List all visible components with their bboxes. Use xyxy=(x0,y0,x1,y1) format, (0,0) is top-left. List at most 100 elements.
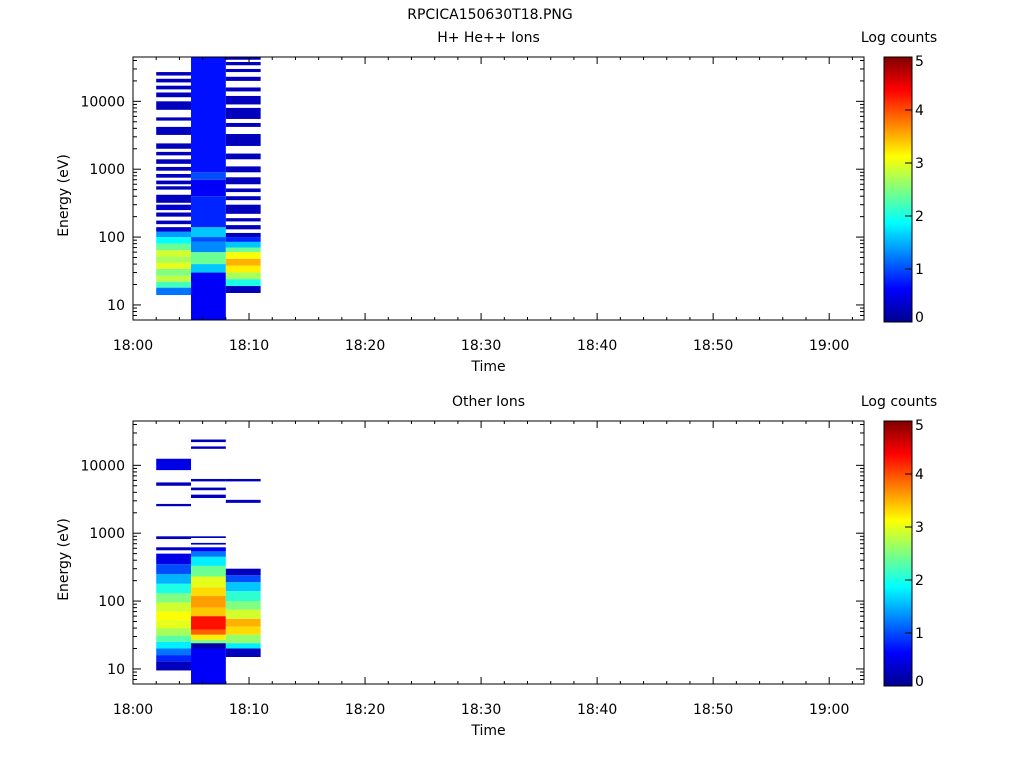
colorbar-tick-label: 2 xyxy=(915,209,924,225)
heatmap-cell xyxy=(225,95,261,105)
heatmap-cell xyxy=(156,574,192,584)
heatmap-cell xyxy=(156,287,192,296)
heatmap-cell xyxy=(156,250,192,257)
heatmap-cell xyxy=(191,241,226,253)
heatmap-cell xyxy=(191,172,226,180)
y-axis-label: Energy (eV) xyxy=(56,518,72,601)
heatmap-cell xyxy=(191,629,226,635)
heatmap-cell xyxy=(156,620,192,629)
figure-title: RPCICA150630T18.PNG xyxy=(407,7,572,23)
heatmap-cell xyxy=(191,639,226,644)
heatmap-cell xyxy=(156,482,192,486)
heatmap-cell xyxy=(191,272,226,320)
heatmap-cell xyxy=(191,616,226,630)
heatmap-cell xyxy=(191,547,226,552)
heatmap-cell xyxy=(156,72,192,76)
heatmap-cell xyxy=(225,601,261,610)
panel-title: Other Ions xyxy=(452,394,525,410)
heatmap-cell xyxy=(225,272,261,280)
heatmap-cell xyxy=(225,218,261,222)
y-tick-label: 10000 xyxy=(80,458,125,474)
heatmap-cell xyxy=(156,648,192,656)
colorbar: Log counts 0 1 2 3 4 5 xyxy=(861,394,937,690)
plot-frame xyxy=(132,56,865,321)
panel-title: H+ He++ Ions xyxy=(437,30,540,46)
heatmap-cell xyxy=(225,177,261,185)
heatmap-cell xyxy=(156,227,192,232)
heatmap-cell xyxy=(225,122,261,127)
heatmap-cell xyxy=(225,87,261,92)
y-tick-label: 10000 xyxy=(80,94,125,110)
colorbar-tick-label: 2 xyxy=(915,573,924,589)
heatmap-cell xyxy=(225,247,261,253)
colorbar-scale xyxy=(883,56,913,323)
heatmap-cell xyxy=(191,643,226,649)
panel-2: 18:00 18:10 18:20 18:30 18:40 18:50 19:0010100… xyxy=(56,394,937,739)
colorbar-label: Log counts xyxy=(861,30,937,46)
heatmap-cell xyxy=(225,204,261,214)
heatmap-cell xyxy=(191,252,226,265)
heatmap-cell xyxy=(225,107,261,119)
heatmap-cell xyxy=(191,179,226,197)
heatmap-cell xyxy=(225,609,261,619)
heatmap-cell xyxy=(156,143,192,149)
heatmap-cell xyxy=(225,258,261,266)
heatmap-cell xyxy=(191,551,226,557)
heatmap-cell xyxy=(225,241,261,248)
y-tick-label: 10 xyxy=(107,662,125,678)
heatmap-cell xyxy=(191,634,226,640)
heatmap-cell xyxy=(156,159,192,164)
colorbar-tick-label: 0 xyxy=(915,310,924,326)
heatmap-cell xyxy=(156,231,192,238)
colorbar-scale xyxy=(883,420,913,687)
heatmap-cell xyxy=(156,602,192,612)
heatmap-cell xyxy=(156,166,192,171)
heatmap-cell xyxy=(156,547,192,551)
y-tick-label: 1000 xyxy=(89,526,125,542)
heatmap-cell xyxy=(191,57,226,173)
colorbar-tick-label: 3 xyxy=(915,156,924,172)
x-tick-label: 18:20 xyxy=(345,338,385,354)
x-tick-label: 18:10 xyxy=(229,338,269,354)
colorbar-tick-label: 3 xyxy=(915,520,924,536)
heatmap-cell xyxy=(225,225,261,230)
heatmap-cell xyxy=(225,134,261,146)
x-tick-label: 18:10 xyxy=(229,702,269,718)
heatmap-cell xyxy=(225,61,261,66)
heatmap-cell xyxy=(191,587,226,596)
x-tick-label: 19:00 xyxy=(809,702,849,718)
heatmap-cell xyxy=(191,237,226,242)
heatmap-cell xyxy=(156,173,192,178)
colorbar-tick-label: 5 xyxy=(915,418,924,434)
heatmap-cell xyxy=(191,487,226,491)
heatmap-cell xyxy=(156,268,192,276)
colorbar-tick-label: 0 xyxy=(915,674,924,690)
x-tick-label: 19:00 xyxy=(809,338,849,354)
heatmap-cell xyxy=(156,281,192,288)
heatmap-cell xyxy=(225,76,261,81)
heatmap-cell xyxy=(191,446,226,449)
heatmap-cell xyxy=(225,265,261,273)
colorbar-label: Log counts xyxy=(861,394,937,410)
x-tick-label: 18:00 xyxy=(113,338,153,354)
heatmap-cell xyxy=(156,92,192,98)
heatmap-cell xyxy=(225,591,261,602)
heatmap-cell xyxy=(156,655,192,662)
heatmap-cell xyxy=(156,536,192,540)
heatmap-cell xyxy=(191,439,226,443)
heatmap-cell xyxy=(156,611,192,621)
heatmap-cell xyxy=(156,661,192,671)
y-tick-label: 10 xyxy=(107,298,125,314)
x-tick-label: 18:40 xyxy=(577,702,617,718)
heatmap-cell xyxy=(225,232,261,238)
heatmap-cells xyxy=(156,57,261,320)
y-tick-label: 1000 xyxy=(89,162,125,178)
heatmap-cell xyxy=(225,57,261,60)
heatmap-cell xyxy=(156,220,192,225)
x-tick-label: 18:50 xyxy=(693,702,733,718)
heatmap-cell xyxy=(156,151,192,156)
heatmap-cell xyxy=(225,166,261,173)
colorbar: Log counts 0 1 2 3 4 5 xyxy=(861,30,937,326)
heatmap-cell xyxy=(156,641,192,649)
heatmap-cell xyxy=(156,256,192,263)
